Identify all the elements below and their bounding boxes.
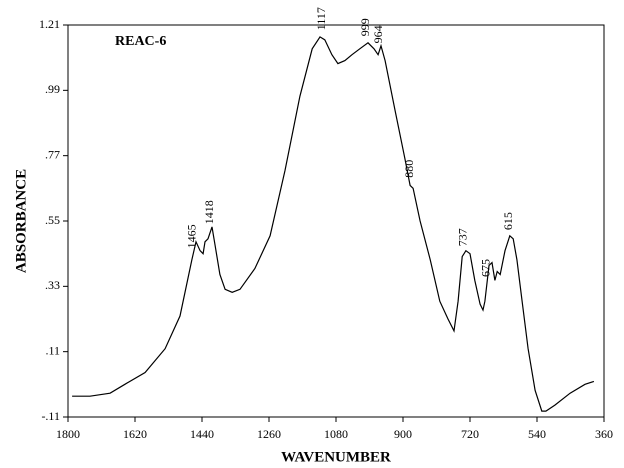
y-tick-label: .99 bbox=[45, 82, 60, 96]
x-tick-label: 900 bbox=[394, 427, 412, 441]
peak-label: 1117 bbox=[314, 7, 328, 30]
peak-label: 964 bbox=[371, 25, 385, 43]
x-tick-label: 1800 bbox=[56, 427, 80, 441]
peak-label: 737 bbox=[455, 228, 469, 246]
peak-label: 999 bbox=[358, 18, 372, 36]
y-tick-label: .11 bbox=[45, 343, 60, 357]
y-axis-title: ABSORBANCE bbox=[13, 169, 29, 273]
x-tick-label: 720 bbox=[461, 427, 479, 441]
y-tick-label: -.11 bbox=[41, 409, 60, 423]
peak-label: 1418 bbox=[202, 200, 216, 224]
x-tick-label: 540 bbox=[528, 427, 546, 441]
chart-title: REAC-6 bbox=[115, 34, 166, 49]
y-tick-label: .55 bbox=[45, 213, 60, 227]
peak-label: 880 bbox=[402, 160, 416, 178]
x-tick-label: 1440 bbox=[190, 427, 214, 441]
y-tick-label: 1.21 bbox=[39, 17, 60, 31]
peak-label: 1465 bbox=[184, 224, 198, 248]
spectrum-line bbox=[72, 36, 595, 412]
x-tick-label: 360 bbox=[595, 427, 613, 441]
x-tick-label: 1620 bbox=[123, 427, 147, 441]
plot-frame bbox=[67, 24, 605, 418]
x-tick-label: 1080 bbox=[324, 427, 348, 441]
peak-label: 675 bbox=[479, 259, 493, 277]
x-axis-title: WAVENUMBER bbox=[281, 449, 391, 465]
y-tick-label: .77 bbox=[45, 147, 60, 161]
y-tick-label: .33 bbox=[45, 278, 60, 292]
peak-label: 615 bbox=[501, 212, 515, 230]
x-tick-label: 1260 bbox=[257, 427, 281, 441]
